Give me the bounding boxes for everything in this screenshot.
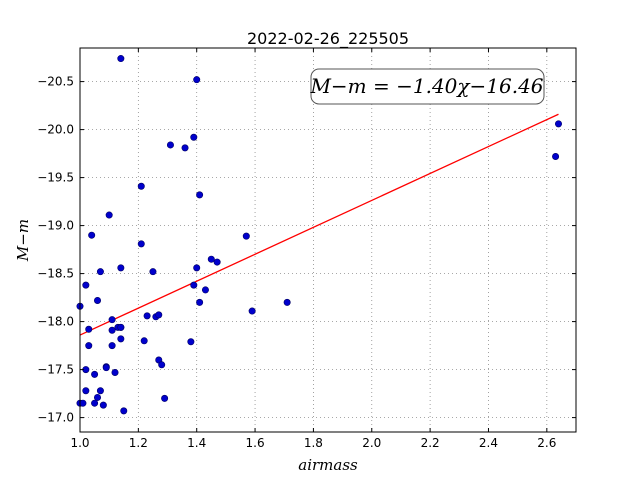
data-point (213, 258, 221, 266)
data-point (117, 323, 125, 331)
data-point (207, 255, 215, 263)
data-point (158, 361, 166, 369)
data-point (554, 120, 562, 128)
data-point (96, 268, 104, 276)
data-point (111, 368, 119, 376)
data-point (94, 296, 102, 304)
data-point (187, 338, 195, 346)
x-axis-label: airmass (298, 456, 358, 474)
y-tick-label: −19.0 (37, 219, 74, 233)
x-tick-label: 1.8 (304, 436, 323, 450)
axis-ticks: 1.0 1.2 1.4 1.6 1.8 2.0 2.2 2.4 2.6 −17.0 −17.5 −18… (37, 48, 576, 450)
data-point (155, 311, 163, 319)
data-point (552, 152, 560, 160)
x-tick-label: 2.0 (362, 436, 381, 450)
data-point (166, 141, 174, 149)
data-point (82, 387, 90, 395)
data-point (85, 342, 93, 350)
data-point (242, 232, 250, 240)
data-point (94, 393, 102, 401)
y-axis-label: M−m (14, 219, 32, 262)
fit-line-layer (79, 113, 559, 336)
data-point (196, 191, 204, 199)
equation-text: M−m = −1.40χ−16.46 (309, 74, 543, 98)
data-point (283, 298, 291, 306)
data-point (190, 133, 198, 141)
data-point (201, 286, 209, 294)
data-point (85, 325, 93, 333)
x-tick-label: 1.6 (246, 436, 265, 450)
data-point (117, 264, 125, 272)
equation-annotation: M−m = −1.40χ−16.46 (309, 68, 545, 105)
y-tick-label: −17.0 (37, 411, 74, 425)
y-tick-label: −17.5 (37, 363, 74, 377)
data-point (143, 312, 151, 320)
data-point (140, 337, 148, 345)
equation-box (310, 68, 545, 105)
data-point (108, 342, 116, 350)
chart-title: 2022-02-26_225505 (247, 29, 409, 49)
data-point (108, 326, 116, 334)
x-tick-label: 2.4 (479, 436, 498, 450)
data-point (193, 264, 201, 272)
data-point (108, 316, 116, 324)
data-point (193, 76, 201, 84)
data-point (120, 407, 128, 415)
x-tick-label: 2.2 (421, 436, 440, 450)
fit-line (79, 113, 559, 336)
data-point (149, 268, 157, 276)
data-point (117, 335, 125, 343)
data-point (99, 401, 107, 409)
y-tick-label: −18.0 (37, 315, 74, 329)
data-point (190, 281, 198, 289)
data-point (181, 144, 189, 152)
data-point (137, 182, 145, 190)
y-tick-label: −19.5 (37, 171, 74, 185)
x-tick-label: 1.4 (187, 436, 206, 450)
data-point (248, 307, 256, 315)
y-tick-label: −20.5 (37, 75, 74, 89)
y-tick-label: −18.5 (37, 267, 74, 281)
grid (80, 48, 576, 432)
data-point (105, 211, 113, 219)
data-point (91, 399, 99, 407)
y-tick-label: −20.0 (37, 123, 74, 137)
data-point (79, 399, 87, 407)
x-tick-label: 1.2 (129, 436, 148, 450)
data-point (102, 364, 110, 372)
data-point (117, 55, 125, 63)
plot-frame (79, 47, 577, 433)
data-point (82, 281, 90, 289)
data-point (196, 298, 204, 306)
data-point (88, 231, 96, 239)
x-tick-label: 2.6 (537, 436, 556, 450)
data-point (91, 370, 99, 378)
data-point (137, 240, 145, 248)
data-point (161, 394, 169, 402)
data-points (76, 55, 562, 415)
data-point (96, 387, 104, 395)
x-tick-label: 1.0 (70, 436, 89, 450)
